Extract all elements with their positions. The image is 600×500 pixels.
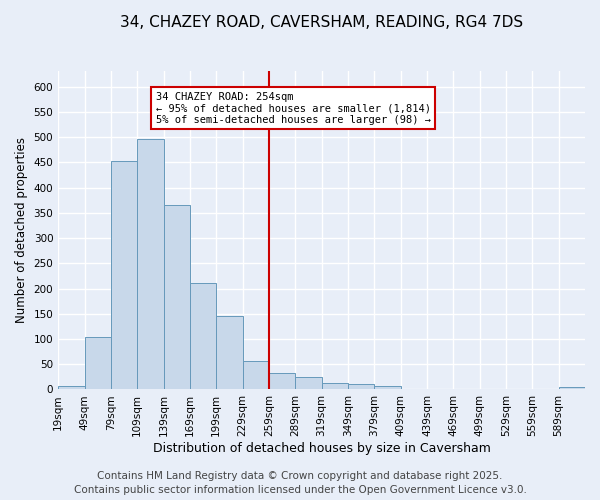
Title: 34, CHAZEY ROAD, CAVERSHAM, READING, RG4 7DS: 34, CHAZEY ROAD, CAVERSHAM, READING, RG4… bbox=[120, 15, 523, 30]
Bar bbox=[374, 386, 401, 390]
Bar bbox=[322, 383, 348, 390]
Bar bbox=[85, 337, 111, 390]
Bar bbox=[164, 204, 190, 390]
Bar bbox=[190, 284, 216, 390]
X-axis label: Distribution of detached houses by size in Caversham: Distribution of detached houses by size … bbox=[152, 442, 491, 455]
Y-axis label: Number of detached properties: Number of detached properties bbox=[15, 138, 28, 324]
Text: 34 CHAZEY ROAD: 254sqm
← 95% of detached houses are smaller (1,814)
5% of semi-d: 34 CHAZEY ROAD: 254sqm ← 95% of detached… bbox=[155, 92, 431, 125]
Bar bbox=[111, 161, 137, 390]
Bar bbox=[269, 373, 295, 390]
Bar bbox=[58, 386, 85, 390]
Bar bbox=[559, 387, 585, 390]
Bar bbox=[216, 316, 242, 390]
Bar bbox=[295, 377, 322, 390]
Bar bbox=[242, 360, 269, 390]
Bar bbox=[348, 384, 374, 390]
Bar bbox=[137, 139, 164, 390]
Text: Contains HM Land Registry data © Crown copyright and database right 2025.
Contai: Contains HM Land Registry data © Crown c… bbox=[74, 471, 526, 495]
